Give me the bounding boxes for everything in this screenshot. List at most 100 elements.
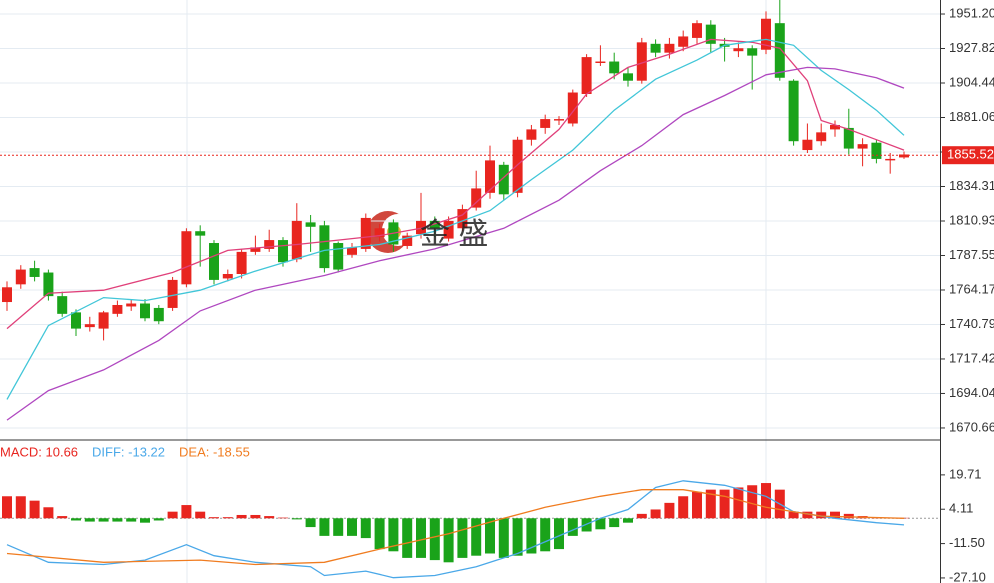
macd-bar [733, 487, 744, 519]
macd-bar [581, 518, 592, 532]
macd-bar [319, 518, 330, 536]
macd-bar [747, 485, 758, 519]
macd-bar [554, 518, 564, 550]
y-tick-label: -11.50 [949, 535, 985, 550]
macd-bar [2, 496, 12, 519]
y-tick-label: 1670.66 [949, 419, 994, 434]
candle-body [733, 48, 744, 52]
candle-body [333, 243, 344, 270]
y-tick-label: 1787.55 [949, 247, 994, 262]
macd-bar [416, 518, 426, 558]
macd-bar [402, 518, 413, 558]
macd-bar [567, 518, 578, 536]
indicator-line [6, 489, 905, 566]
y-tick-label: 1834.31 [949, 178, 994, 193]
indicator-line [6, 480, 905, 579]
indicator-label: DIFF: -13.22 [92, 444, 165, 459]
macd-bar [526, 518, 537, 554]
macd-bar [761, 483, 771, 519]
candle-body [209, 243, 219, 280]
y-tick-label: 1764.17 [949, 281, 994, 296]
candle-body [112, 304, 123, 314]
macd-bar [222, 517, 233, 519]
candle-body [678, 36, 689, 47]
macd-bar [126, 518, 137, 522]
macd-bar [209, 517, 219, 519]
macd-bar [15, 496, 26, 519]
candle-body [830, 124, 840, 130]
y-tick-label: 1951.20 [949, 5, 994, 20]
last-price-box [942, 146, 994, 165]
watermark: 金 盛 [420, 218, 488, 251]
macd-bar [788, 511, 799, 519]
macd-bar [705, 489, 716, 519]
macd-bar [692, 491, 702, 519]
candle-body [181, 231, 192, 285]
macd-bar [636, 513, 647, 519]
macd-bar [830, 511, 840, 519]
macd-bar [816, 511, 827, 519]
candle-body [319, 225, 330, 269]
macd-bar [140, 518, 150, 523]
candle-body [360, 217, 371, 249]
candle-body [885, 158, 896, 161]
macd-bar [374, 518, 385, 550]
candle-body [498, 164, 509, 195]
candle-body [222, 274, 233, 279]
candle-body [429, 220, 440, 229]
indicator-line [6, 38, 905, 400]
candle-body [664, 43, 675, 53]
candle-body [153, 307, 164, 322]
macd-bar [429, 518, 440, 561]
macd-bar [609, 518, 620, 528]
candle-body [843, 127, 854, 149]
macd-bar [802, 511, 813, 519]
candle-body [788, 80, 799, 142]
indicator-line [6, 66, 905, 421]
candle-body [57, 296, 68, 314]
y-tick-label: 1927.82 [949, 40, 994, 55]
candle-body [747, 48, 758, 56]
candle-body [705, 24, 716, 44]
macd-bar [664, 502, 675, 519]
y-tick-label: 1740.79 [949, 316, 994, 331]
macd-bar [485, 518, 495, 554]
candle-body [595, 61, 606, 64]
macd-bar [236, 514, 247, 519]
candle-body [802, 139, 813, 151]
macd-bar [347, 518, 357, 536]
macd-bar [98, 518, 109, 522]
macd-bar [595, 518, 606, 530]
candle-body [692, 23, 702, 38]
candle-body [899, 154, 909, 158]
macd-bar [719, 489, 730, 519]
y-tick-label: -27.10 [949, 569, 986, 583]
macd-bar [181, 505, 192, 519]
candle-body [71, 312, 81, 329]
indicator-label: DEA: -18.55 [179, 444, 250, 459]
last-price-label: 1855.52 [947, 147, 994, 162]
candle-body [2, 287, 12, 303]
macd-bar [153, 518, 164, 521]
macd-bar [333, 518, 344, 536]
macd-bar [305, 518, 316, 528]
macd-bar [43, 507, 54, 519]
y-tick-label: 1810.93 [949, 212, 994, 227]
macd-bar [167, 511, 178, 519]
macd-bar [29, 500, 40, 519]
macd-bar [540, 518, 551, 552]
candle-body [871, 142, 882, 159]
candle-body [291, 220, 302, 260]
candle-body [250, 247, 261, 252]
y-tick-label: 4.11 [949, 501, 973, 516]
candle-body [29, 268, 40, 277]
candle-body [554, 119, 564, 121]
candle-body [512, 139, 523, 193]
candle-body [15, 269, 26, 285]
candle-body [43, 272, 54, 297]
macd-bar [443, 518, 454, 563]
macd-bar [360, 518, 371, 539]
candle-body [761, 18, 771, 50]
candle-body [98, 312, 109, 329]
